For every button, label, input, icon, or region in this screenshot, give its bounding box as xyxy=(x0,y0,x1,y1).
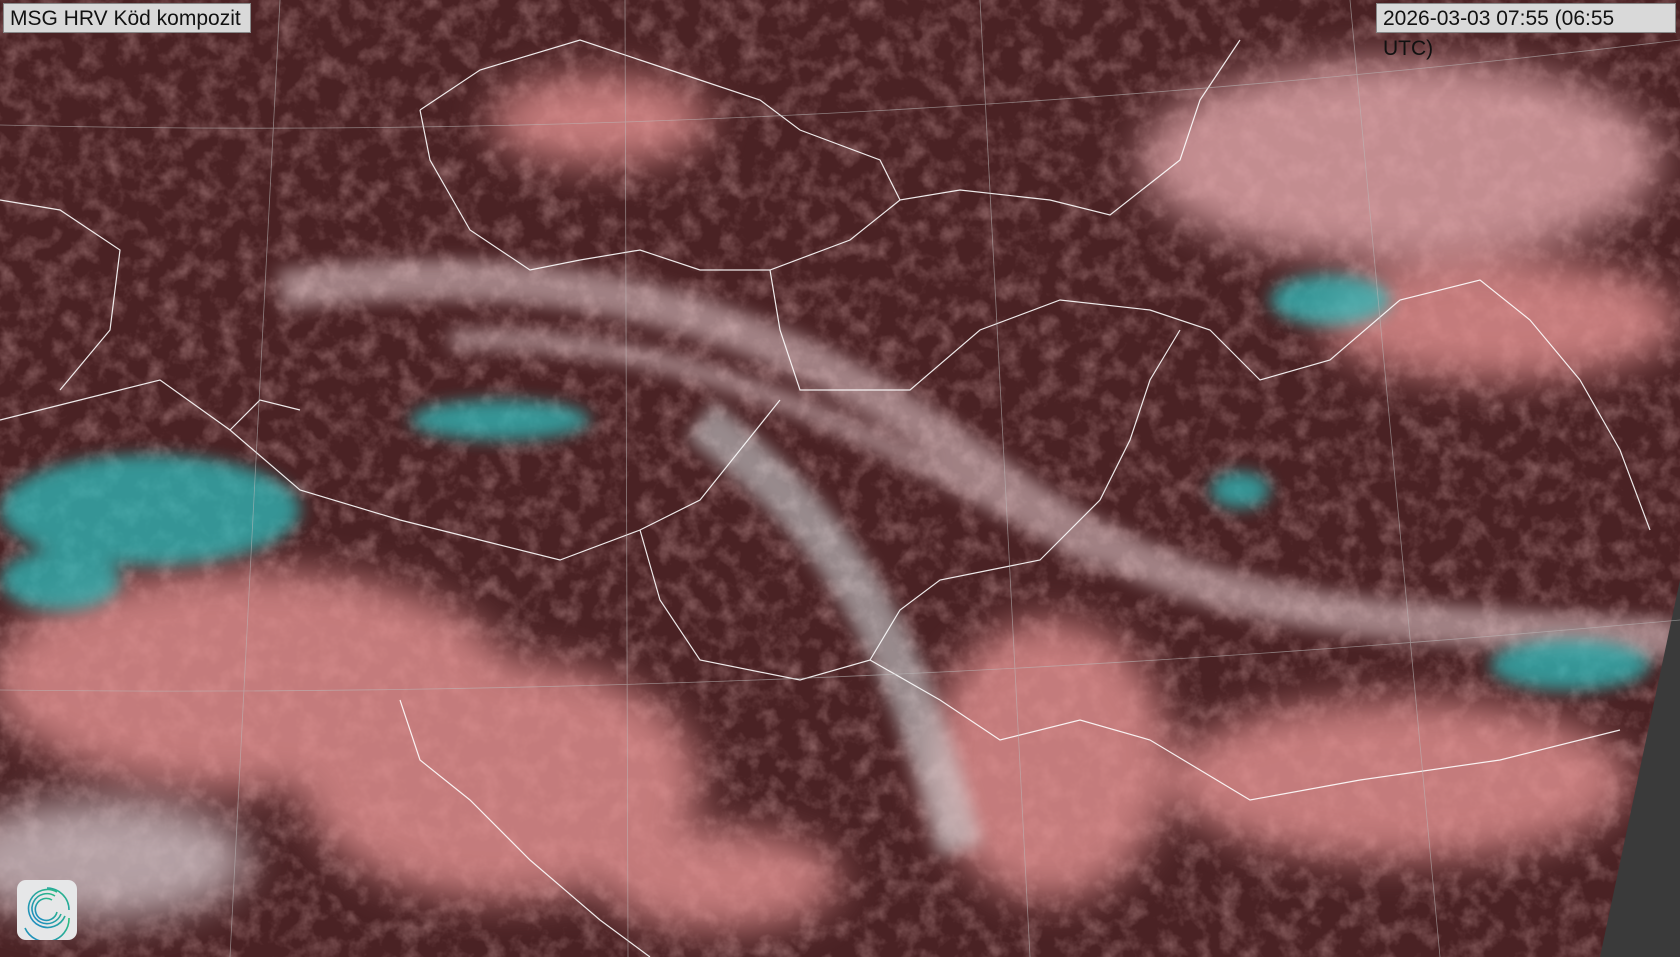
cirrus-band xyxy=(277,259,1680,856)
low-clouds xyxy=(0,60,1680,930)
product-title: MSG HRV Köd kompozit xyxy=(3,3,251,33)
no-data-area xyxy=(1600,580,1680,957)
country-borders xyxy=(0,39,1651,957)
timestamp: 2026-03-03 07:55 (06:55 UTC) xyxy=(1376,3,1676,60)
snow-cover xyxy=(0,275,1650,690)
swirl-logo-icon xyxy=(17,880,77,943)
